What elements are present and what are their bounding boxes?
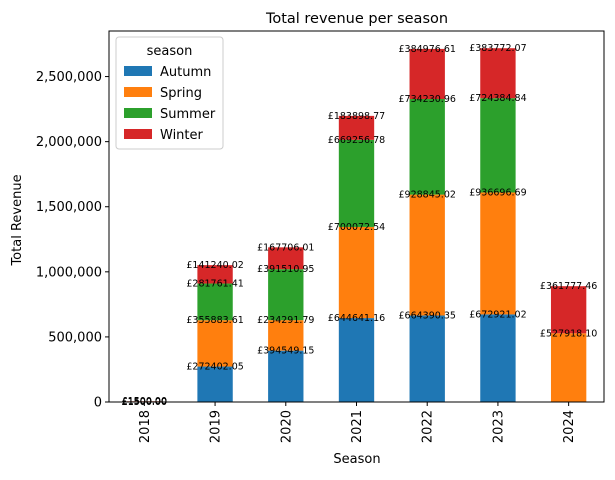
chart-title: Total revenue per season [265,11,448,27]
legend: season Autumn Spring Summer Winter [116,37,223,149]
bar-winter-2024 [551,286,586,333]
data-label-autumn-2022: £664390.35 [399,311,456,322]
data-label-spring-2022: £928845.02 [399,190,456,201]
data-label-autumn-2021: £644641.16 [328,313,385,324]
data-label-winter-2022: £384976.61 [399,44,456,55]
y-tick-label: 500,000 [48,330,102,345]
bar-summer-2020 [268,269,303,320]
bar-autumn-2020 [268,351,303,402]
bar-autumn-2021 [339,318,374,402]
legend-label-summer: Summer [160,107,216,122]
bar-winter-2023 [480,48,515,98]
y-tick-label: 1,000,000 [36,265,102,280]
data-label-autumn-2023: £672921.02 [469,309,526,320]
data-label-summer-2023: £724384.84 [469,93,526,104]
data-label-winter-2020: £167706.01 [257,242,314,253]
bar-summer-2022 [410,99,445,195]
data-label-winter-2021: £183898.77 [328,111,385,122]
data-label-summer-2022: £734230.96 [399,94,456,105]
y-axis-label: Total Revenue [10,174,25,266]
legend-swatch-autumn [124,66,152,76]
x-axis-label: Season [333,452,380,467]
legend-swatch-winter [124,129,152,139]
legend-title: season [147,44,193,59]
data-label-autumn-2019: £272402.05 [186,362,243,373]
x-tick-label: 2019 [209,410,224,443]
data-label-winter-2024: £361777.46 [540,281,597,292]
bar-summer-2021 [339,140,374,227]
x-tick-label: 2021 [350,410,365,443]
data-label-winter-2019: £141240.02 [186,260,243,271]
bar-spring-2021 [339,227,374,318]
data-label-summer-2021: £669256.78 [328,135,385,146]
y-tick-label: 0 [94,396,102,411]
x-tick-label: 2018 [138,410,153,443]
legend-label-winter: Winter [160,128,204,143]
y-tick-label: 2,000,000 [36,135,102,150]
bar-spring-2024 [551,333,586,402]
data-label-summer-2019: £281761.41 [186,279,243,290]
x-tick-label: 2023 [491,410,506,443]
data-label-spring-2020: £234291.79 [257,315,314,326]
bar-autumn-2022 [410,316,445,402]
bar-winter-2022 [410,49,445,99]
bar-summer-2023 [480,98,515,192]
data-label-spring-2023: £936696.69 [469,187,526,198]
data-label-winter-2023: £383772.07 [469,43,526,54]
data-label-spring-2024: £527918.10 [540,328,597,339]
data-label-spring-2021: £700072.54 [328,222,385,233]
data-label-summer-2020: £391510.95 [257,264,314,275]
y-tick-label: 1,500,000 [36,200,102,215]
bar-spring-2019 [197,320,232,366]
bar-spring-2023 [480,192,515,314]
legend-swatch-summer [124,108,152,118]
legend-label-autumn: Autumn [160,65,211,80]
data-label-spring-2019: £355883.61 [186,315,243,326]
x-tick-label: 2022 [421,410,436,443]
x-tick-label: 2024 [562,410,577,443]
bar-autumn-2023 [480,314,515,402]
legend-label-spring: Spring [160,86,202,101]
bar-spring-2022 [410,195,445,316]
y-tick-label: 2,500,000 [36,70,102,85]
legend-swatch-spring [124,87,152,97]
data-label-autumn-2020: £394549.15 [257,346,314,357]
x-tick-label: 2020 [279,410,294,443]
